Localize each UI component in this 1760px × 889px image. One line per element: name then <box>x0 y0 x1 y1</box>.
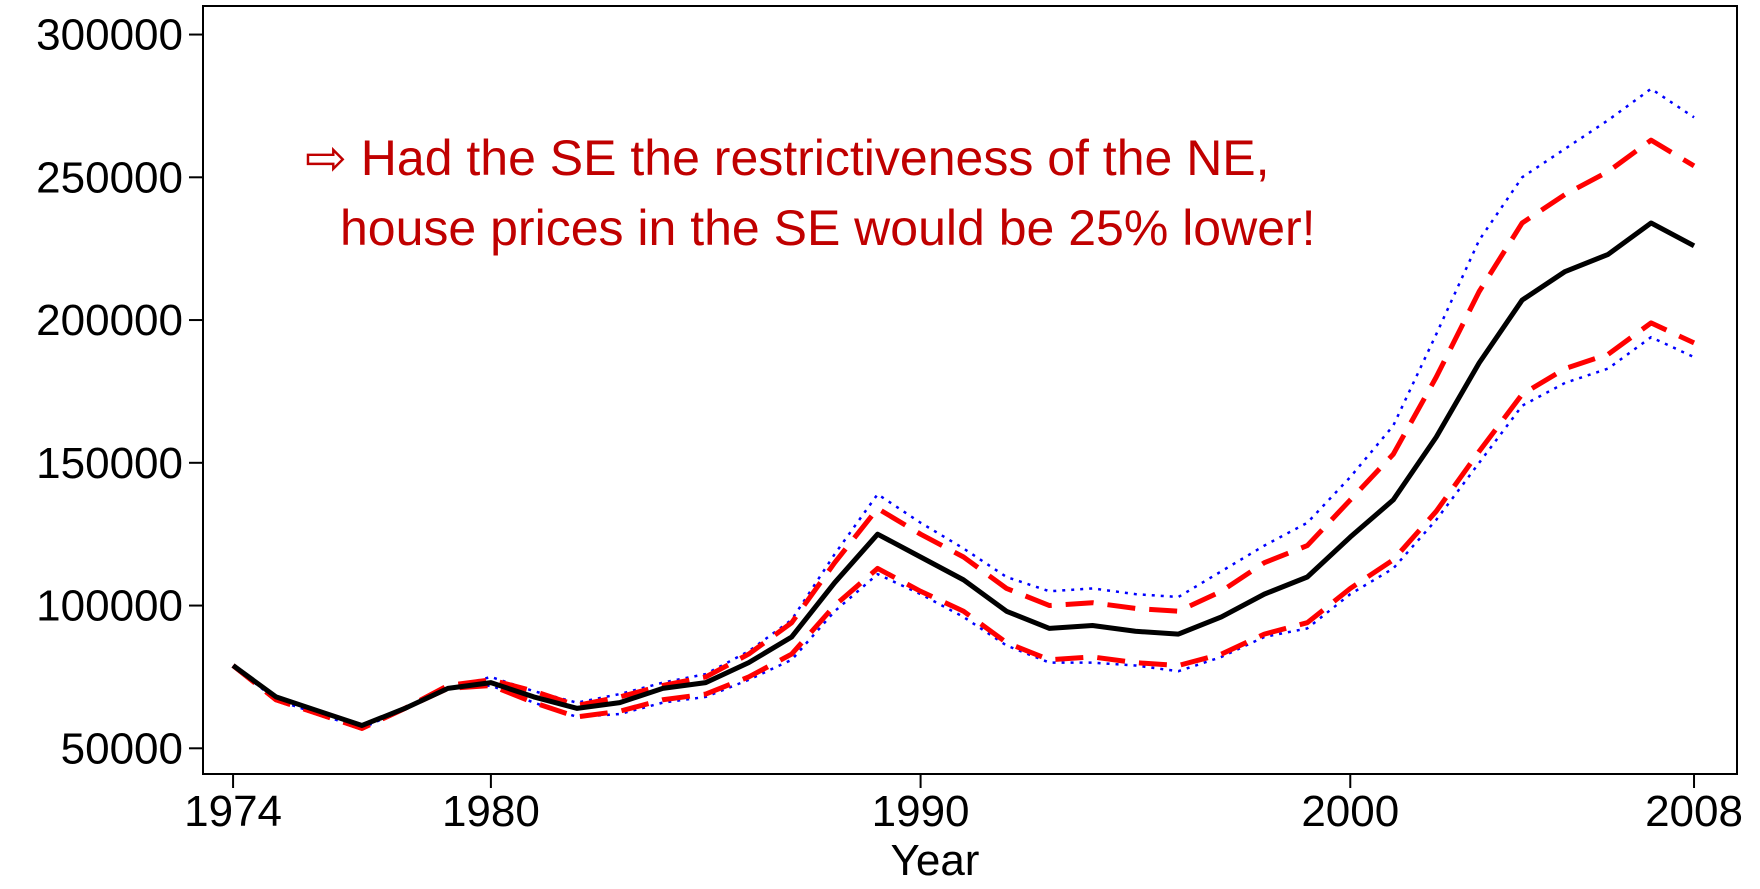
y-tick-label: 50000 <box>61 724 183 773</box>
y-tick-label: 300000 <box>36 11 183 60</box>
annotation: house prices in the SE would be 25% lowe… <box>340 200 1316 256</box>
x-tick-label: 1990 <box>872 787 970 836</box>
y-tick-label: 250000 <box>36 153 183 202</box>
y-tick-label: 200000 <box>36 296 183 345</box>
y-tick-label: 150000 <box>36 439 183 488</box>
series-line <box>231 137 1696 731</box>
x-tick-label: 2008 <box>1645 787 1743 836</box>
series-line <box>232 335 1695 730</box>
x-tick-label: 1974 <box>184 787 282 836</box>
plot-frame <box>202 5 1738 775</box>
x-axis-label: Year <box>891 836 980 885</box>
x-tick-label: 1980 <box>442 787 540 836</box>
y-tick-label: 100000 <box>36 582 183 631</box>
annotation: ⇨ Had the SE the restrictiveness of the … <box>305 130 1270 186</box>
series-line <box>231 220 1696 728</box>
x-tick-label: 2000 <box>1301 787 1399 836</box>
series-line <box>231 320 1696 731</box>
